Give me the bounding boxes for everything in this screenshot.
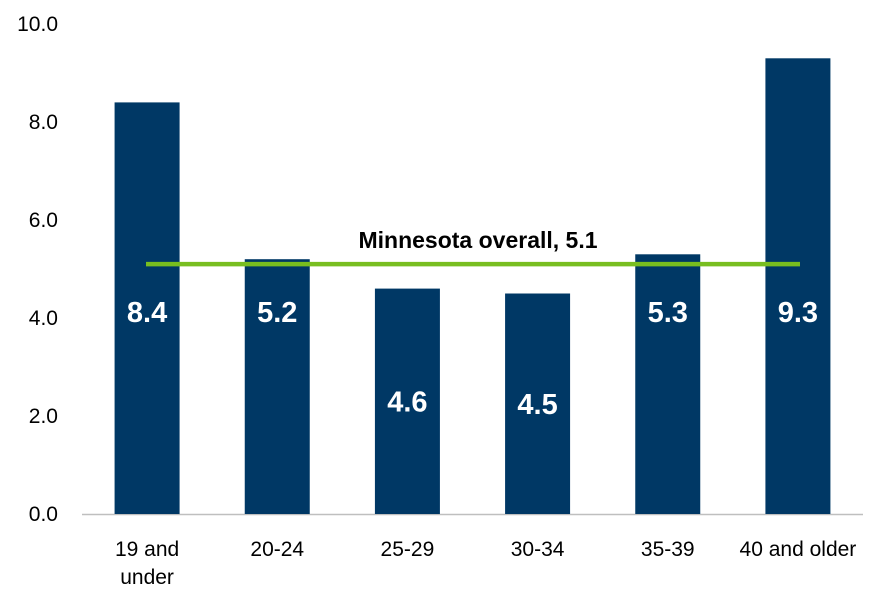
- y-tick-label: 0.0: [29, 503, 58, 526]
- x-category-label: 20-24: [250, 538, 304, 561]
- bar: [244, 259, 310, 514]
- bar: [374, 288, 440, 514]
- x-axis-labels: 19 and under 20-24 25-29 30-34 35-39 40 and ol…: [115, 538, 856, 589]
- bar: [765, 58, 831, 515]
- y-tick-label: 8.0: [29, 111, 58, 134]
- bar: [114, 102, 180, 515]
- bar-value-label: 9.3: [778, 297, 818, 329]
- bar-value-label: 5.2: [257, 297, 297, 329]
- x-category-label: 25-29: [381, 538, 435, 561]
- bar: [505, 293, 571, 514]
- x-category-label: 35-39: [641, 538, 695, 561]
- bar-value-label: 4.6: [387, 386, 427, 418]
- y-tick-label: 4.0: [29, 307, 58, 330]
- bar-value-label: 8.4: [127, 297, 167, 329]
- x-category-label: 19 and under: [115, 538, 179, 589]
- bar-value-label: 5.3: [648, 297, 688, 329]
- bar: [635, 254, 701, 515]
- y-tick-label: 10.0: [17, 13, 58, 36]
- bars: [114, 58, 831, 515]
- y-axis-ticks: 0.0 2.0 4.0 6.0 8.0 10.0: [17, 13, 58, 526]
- x-category-label: 40 and older: [740, 538, 857, 561]
- bar-value-label: 4.5: [517, 389, 557, 421]
- y-tick-label: 2.0: [29, 405, 58, 428]
- minnesota-overall-label: Minnesota overall, 5.1: [358, 227, 597, 253]
- x-category-label: 30-34: [511, 538, 565, 561]
- bar-value-labels: 8.4 5.2 4.6 4.5 5.3 9.3: [127, 297, 818, 421]
- y-tick-label: 6.0: [29, 209, 58, 232]
